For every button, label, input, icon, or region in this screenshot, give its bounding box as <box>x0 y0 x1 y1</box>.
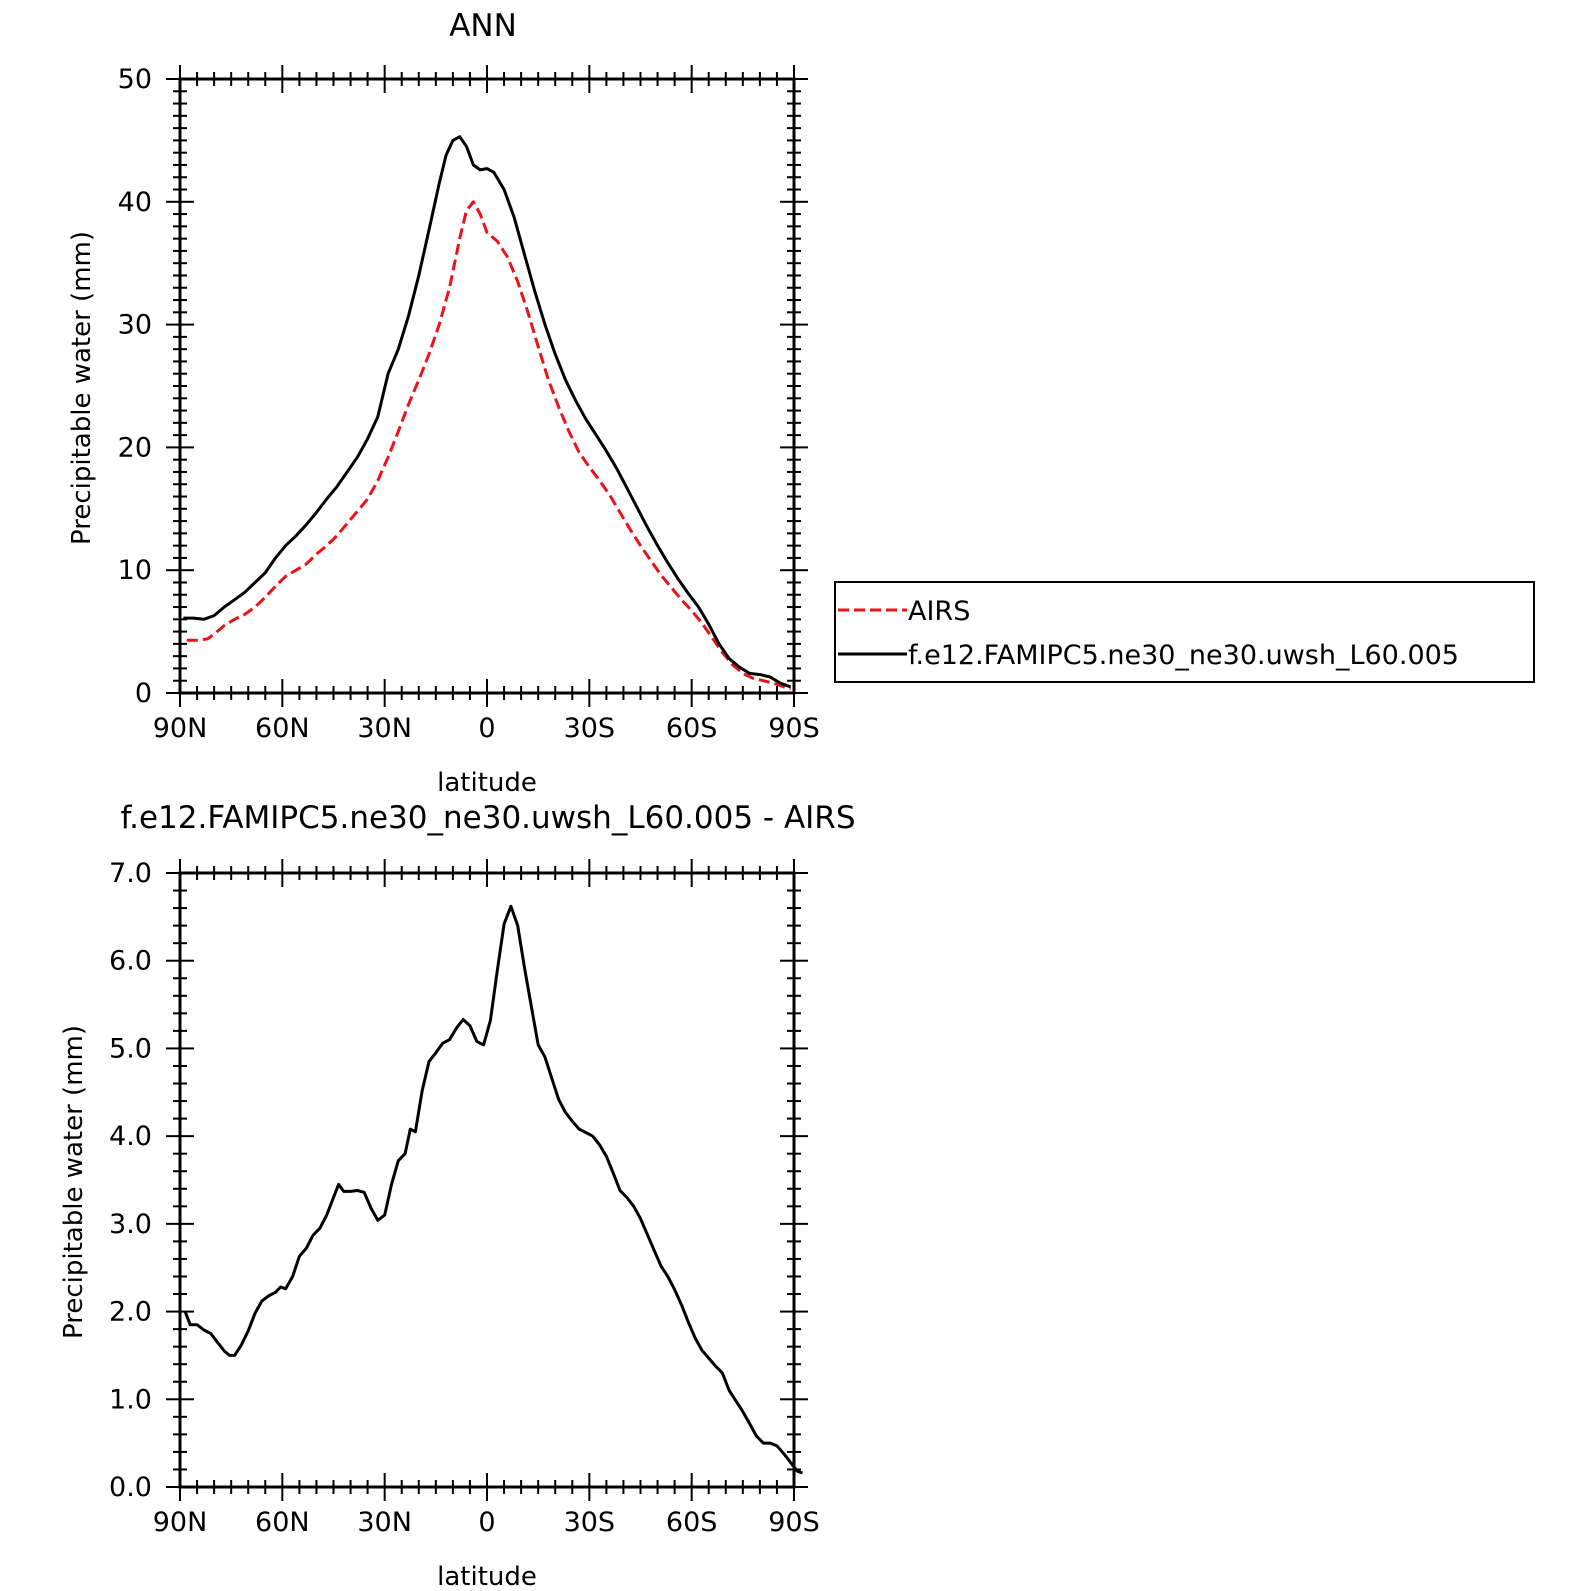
y-tick-label: 0 <box>135 678 152 709</box>
x-tick-label: 0 <box>478 713 495 744</box>
x-axis-label: latitude <box>437 768 537 798</box>
x-tick-label: 90S <box>768 1507 820 1538</box>
series-line-f-e12-famipc5-ne30-ne30-uwsh-l60-005 <box>183 135 792 689</box>
series-line-airs <box>186 200 791 691</box>
x-tick-label: 30N <box>357 1507 412 1538</box>
y-axis-label: Precipitable water (mm) <box>67 231 97 545</box>
y-tick-label: 20 <box>118 432 152 463</box>
x-tick-label: 60S <box>666 1507 718 1538</box>
y-tick-label: 10 <box>118 555 152 586</box>
x-tick-label: 60S <box>666 713 718 744</box>
x-tick-label: 30S <box>564 713 616 744</box>
series-group <box>183 135 792 691</box>
tick-marks <box>166 859 808 1501</box>
legend-box <box>834 581 1535 683</box>
x-axis-label: latitude <box>437 1562 537 1591</box>
y-tick-label: 6.0 <box>109 946 152 977</box>
chart-bottom: f.e12.FAMIPC5.ne30_ne30.uwsh_L60.005 - A… <box>59 800 856 1591</box>
plot-frame <box>178 871 796 1489</box>
tick-labels: 90N 60N 30N 0 30S 60S 90S 0 10 20 30 40 50 <box>118 64 820 744</box>
series-line-difference <box>183 904 803 1475</box>
x-tick-label: 60N <box>255 1507 310 1538</box>
tick-marks <box>166 65 808 707</box>
y-tick-label: 50 <box>118 64 152 95</box>
y-tick-label: 0.0 <box>109 1472 152 1503</box>
plot-frame <box>178 77 796 695</box>
legend-label-model: f.e12.FAMIPC5.ne30_ne30.uwsh_L60.005 <box>908 640 1459 671</box>
x-tick-label: 90N <box>153 1507 208 1538</box>
x-tick-label: 90N <box>153 713 208 744</box>
x-tick-label: 60N <box>255 713 310 744</box>
chart-title: f.e12.FAMIPC5.ne30_ne30.uwsh_L60.005 - A… <box>120 800 855 836</box>
y-tick-label: 7.0 <box>109 858 152 889</box>
y-tick-label: 2.0 <box>109 1297 152 1328</box>
series-group <box>183 904 803 1475</box>
chart-top: ANN 90N 60N 30N 0 30S 60S 90S 0 10 20 30 40 50 latit… <box>67 8 1535 798</box>
chart-title: ANN <box>449 8 517 44</box>
y-tick-label: 3.0 <box>109 1209 152 1240</box>
tick-labels: 90N 60N 30N 0 30S 60S 90S 0.0 1.0 2.0 3.0 4.0 5.0 6.0… <box>109 858 820 1538</box>
legend-label-airs: AIRS <box>908 596 970 627</box>
y-tick-label: 5.0 <box>109 1033 152 1064</box>
y-tick-label: 40 <box>118 187 152 218</box>
x-tick-label: 90S <box>768 713 820 744</box>
y-tick-label: 30 <box>118 310 152 341</box>
x-tick-label: 30S <box>564 1507 616 1538</box>
legend: AIRS f.e12.FAMIPC5.ne30_ne30.uwsh_L60.00… <box>834 581 1535 683</box>
x-tick-label: 30N <box>357 713 412 744</box>
y-axis-label: Precipitable water (mm) <box>59 1025 89 1339</box>
y-tick-label: 4.0 <box>109 1121 152 1152</box>
x-tick-label: 0 <box>478 1507 495 1538</box>
y-tick-label: 1.0 <box>109 1384 152 1415</box>
